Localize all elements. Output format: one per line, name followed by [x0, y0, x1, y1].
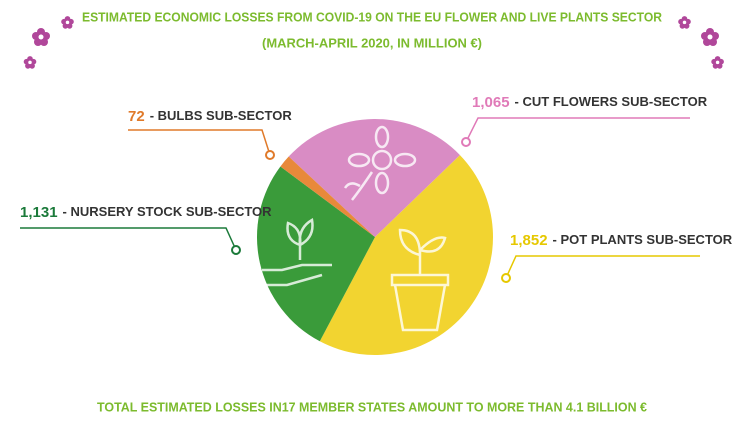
leader-line [465, 117, 690, 143]
icons [262, 125, 450, 332]
leader-dot [461, 137, 471, 147]
pie [257, 118, 494, 355]
leader-line [20, 227, 237, 251]
slice-label: 72 - BULBS SUB-SECTOR [128, 108, 292, 125]
footer-note: TOTAL ESTIMATED LOSSES IN17 MEMBER STATE… [97, 399, 647, 414]
chart-title: ESTIMATED ECONOMIC LOSSES FROM COVID-19 … [82, 9, 663, 24]
value-label: 1,131 [20, 204, 58, 221]
slice-label: 1,131 - NURSERY STOCK SUB-SECTOR [20, 204, 272, 221]
pie-slice [257, 166, 375, 342]
category-label: - BULBS SUB-SECTOR [150, 108, 293, 123]
slice-label: 1,065 - CUT FLOWERS SUB-SECTOR [472, 94, 708, 111]
pie-slice [319, 155, 494, 355]
leader-line [128, 129, 271, 156]
value-label: 1,065 [472, 94, 510, 111]
leader-dot [501, 273, 511, 283]
pie-slice [288, 118, 460, 237]
chart-subtitle: (MARCH-APRIL 2020, IN MILLION €) [262, 35, 482, 50]
value-label: 1,852 [510, 232, 548, 249]
leader-dot [231, 245, 241, 255]
slice-label: 1,852 - POT PLANTS SUB-SECTOR [510, 232, 733, 249]
leader-dot [265, 150, 275, 160]
pie-slice [280, 156, 375, 237]
category-label: - POT PLANTS SUB-SECTOR [553, 232, 733, 247]
labels: 1,065 - CUT FLOWERS SUB-SECTOR 1,852 - POT … [20, 94, 733, 283]
leader-line [505, 255, 700, 279]
category-label: - NURSERY STOCK SUB-SECTOR [63, 204, 273, 219]
value-label: 72 [128, 108, 145, 125]
category-label: - CUT FLOWERS SUB-SECTOR [515, 94, 708, 109]
